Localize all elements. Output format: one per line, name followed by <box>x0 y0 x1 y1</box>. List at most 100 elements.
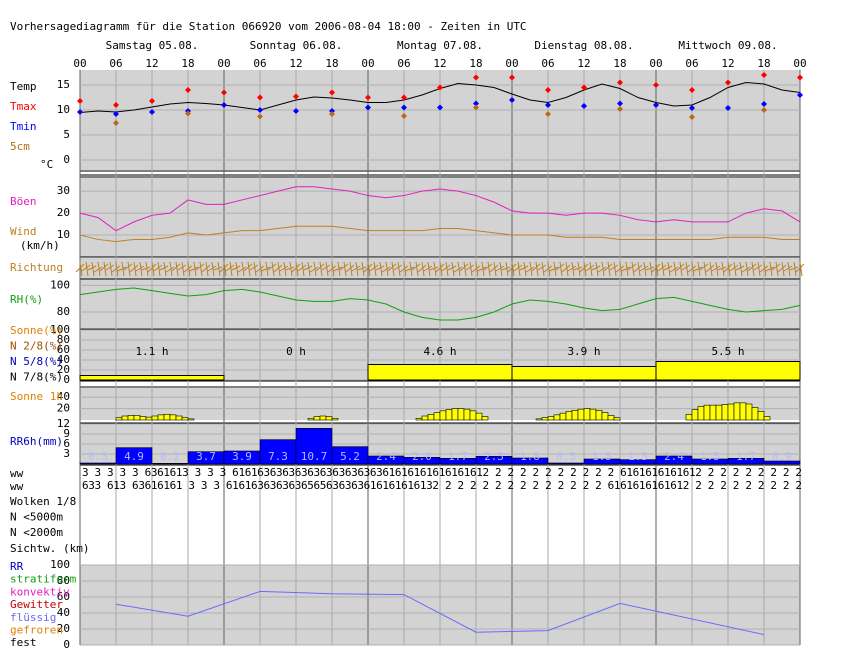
temperature-point <box>185 110 191 117</box>
sunshine-1h-bar <box>571 409 579 421</box>
sunshine-bar <box>511 366 657 381</box>
sunshine-1h-bar <box>151 415 159 421</box>
y-tick-label: 20 <box>57 622 70 635</box>
series-label: ww <box>10 480 24 493</box>
y-tick-label: 30 <box>57 184 70 197</box>
precipitation-label: 0.2 <box>160 450 180 463</box>
series-label: Böen <box>10 195 37 208</box>
temperature-point <box>437 104 443 111</box>
sunshine-1h-bar <box>457 408 465 421</box>
sunshine-1h-bar <box>553 414 561 421</box>
sunshine-1h-bar <box>559 412 567 421</box>
hour-label: 18 <box>181 57 194 70</box>
sunshine-1h-bar <box>703 404 711 421</box>
precipitation-label: 3.7 <box>196 450 216 463</box>
legend-label: fest <box>10 636 37 649</box>
hour-label: 00 <box>361 57 374 70</box>
precipitation-bar <box>295 428 333 465</box>
precipitation-label: 0.9 <box>772 450 792 463</box>
hour-label: 06 <box>253 57 266 70</box>
sunshine-1h-bar <box>613 417 621 421</box>
hour-label: 18 <box>325 57 338 70</box>
sunshine-1h-bar <box>535 418 543 421</box>
temperature-point <box>581 84 587 91</box>
temperature-point <box>77 98 83 104</box>
day-label: Mittwoch 09.08. <box>678 39 777 52</box>
temperature-point <box>689 114 695 120</box>
unit-label: °C <box>40 158 53 171</box>
precipitation-label: 1.3 <box>628 450 648 463</box>
sunshine-1h-bar <box>163 413 171 421</box>
temperature-point <box>581 103 587 109</box>
title: Vorhersagediagramm für die Station 06692… <box>10 20 527 33</box>
y-tick-label: 40 <box>57 390 70 403</box>
hour-label: 12 <box>721 57 734 70</box>
temperature-point <box>257 107 263 113</box>
sunshine-1h-bar <box>475 412 483 421</box>
sunshine-hours: 5.5 h <box>711 345 744 358</box>
sunshine-1h-bar <box>739 402 747 421</box>
sunshine-1h-bar <box>187 418 195 421</box>
sunshine-1h-bar <box>325 416 333 421</box>
precipitation-label: 0.3 <box>88 450 108 463</box>
precipitation-bar <box>511 457 549 465</box>
hour-label: 00 <box>217 57 230 70</box>
sunshine-1h-bar <box>601 412 609 421</box>
temperature-point <box>473 74 479 81</box>
series-label: Sonne(%) <box>10 324 63 337</box>
sunshine-1h-bar <box>583 408 591 421</box>
sunshine-1h-bar <box>145 416 153 421</box>
y-tick-label: 3 <box>63 447 70 460</box>
precipitation-label: 1.7 <box>736 450 756 463</box>
y-tick-label: 9 <box>63 427 70 440</box>
temperature-point <box>329 89 335 96</box>
y-tick-label: 20 <box>57 363 70 376</box>
precipitation-label: 1.5 <box>700 450 720 463</box>
hour-label: 12 <box>289 57 302 70</box>
temperature-point <box>509 74 515 81</box>
sunshine-1h-bar <box>733 402 741 421</box>
temperature-point <box>653 82 659 88</box>
hour-label: 18 <box>757 57 770 70</box>
sunshine-1h-bar <box>139 416 147 421</box>
precipitation-bar <box>547 462 585 465</box>
precipitation-bar <box>115 447 153 465</box>
sunshine-1h-bar <box>169 414 177 421</box>
y-tick-label: 100 <box>50 323 70 336</box>
y-tick-label: 100 <box>50 558 70 571</box>
y-tick-label: 10 <box>57 228 70 241</box>
series-label: RR6h(mm) <box>10 435 63 448</box>
wind-line <box>79 225 800 243</box>
y-tick-label: 0 <box>63 153 70 166</box>
y-tick-label: 5 <box>63 128 70 141</box>
temperature-point <box>617 106 623 112</box>
sunshine-1h-bar <box>157 414 165 421</box>
temperature-point <box>149 98 155 104</box>
precipitation-label: 2.3 <box>484 450 504 463</box>
sunshine-1h-bar <box>607 415 615 421</box>
temperature-point <box>473 100 479 107</box>
y-tick-label: 10 <box>57 103 70 116</box>
sunshine-1h-bar <box>445 409 453 421</box>
temperature-point <box>545 102 551 108</box>
temperature-point <box>653 102 659 108</box>
sunshine-1h-bar <box>715 404 723 421</box>
precipitation-label: 4.9 <box>124 450 144 463</box>
precipitation-label: 3.9 <box>232 450 252 463</box>
temperature-point <box>221 102 227 108</box>
y-tick-label: 15 <box>57 78 70 91</box>
temperature-point <box>365 104 371 111</box>
y-tick-label: 12 <box>57 417 70 430</box>
temperature-point <box>113 120 119 126</box>
sunshine-1h-bar <box>115 417 123 421</box>
sunshine-1h-bar <box>307 417 315 421</box>
hour-label: 18 <box>469 57 482 70</box>
precipitation-bar <box>763 460 801 465</box>
precipitation-label: 2.4 <box>664 450 684 463</box>
precipitation-label: 1.5 <box>592 450 612 463</box>
temperature-point <box>797 74 803 81</box>
temperature-point <box>725 79 731 86</box>
temperature-point <box>617 100 623 107</box>
sunshine-hours: 3.9 h <box>567 345 600 358</box>
sunshine-1h-bar <box>757 411 765 421</box>
